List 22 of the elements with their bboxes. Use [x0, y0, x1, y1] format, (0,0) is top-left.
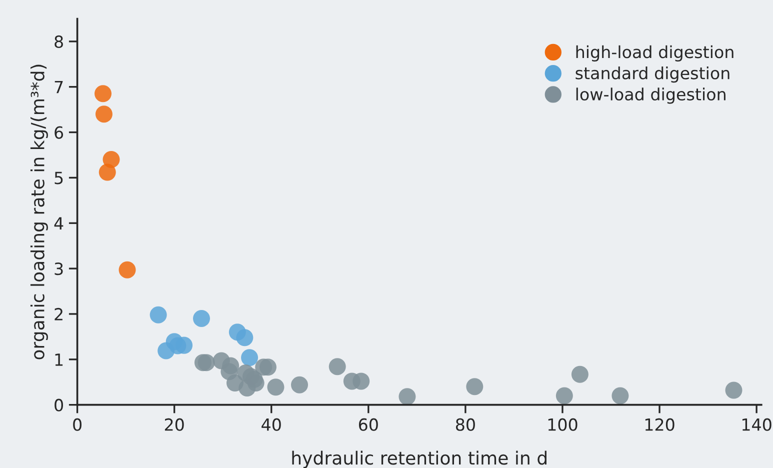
y-tick-label: 3	[54, 262, 63, 276]
x-tick-label: 20	[164, 418, 184, 431]
y-tick-label: 2	[54, 308, 62, 320]
y-axis-title: organic loading rate in kg/(m³*d)	[30, 64, 48, 360]
y-tick-label: 5	[54, 172, 63, 184]
y-tick-label: 0	[54, 398, 63, 412]
y-tick-label: 7	[54, 81, 63, 94]
y-tick-label: 8	[54, 35, 63, 48]
x-tick-label: 140	[742, 418, 772, 431]
y-tick-label: 6	[54, 126, 64, 139]
legend-label: low-load digestion	[576, 88, 726, 104]
x-tick-label: 0	[73, 418, 82, 431]
x-axis-title: hydraulic retention time in d	[292, 450, 546, 468]
x-tick-label: 80	[456, 418, 475, 431]
x-tick-label: 60	[358, 418, 378, 431]
x-tick-label: 120	[645, 418, 674, 431]
x-tick-label: 100	[548, 418, 578, 431]
legend-label: standard digestion	[576, 66, 730, 83]
x-tick-label: 40	[262, 418, 281, 431]
legend-label: high-load digestion	[576, 45, 734, 62]
y-tick-label: 1	[55, 354, 63, 366]
y-tick-label: 4	[54, 217, 64, 230]
